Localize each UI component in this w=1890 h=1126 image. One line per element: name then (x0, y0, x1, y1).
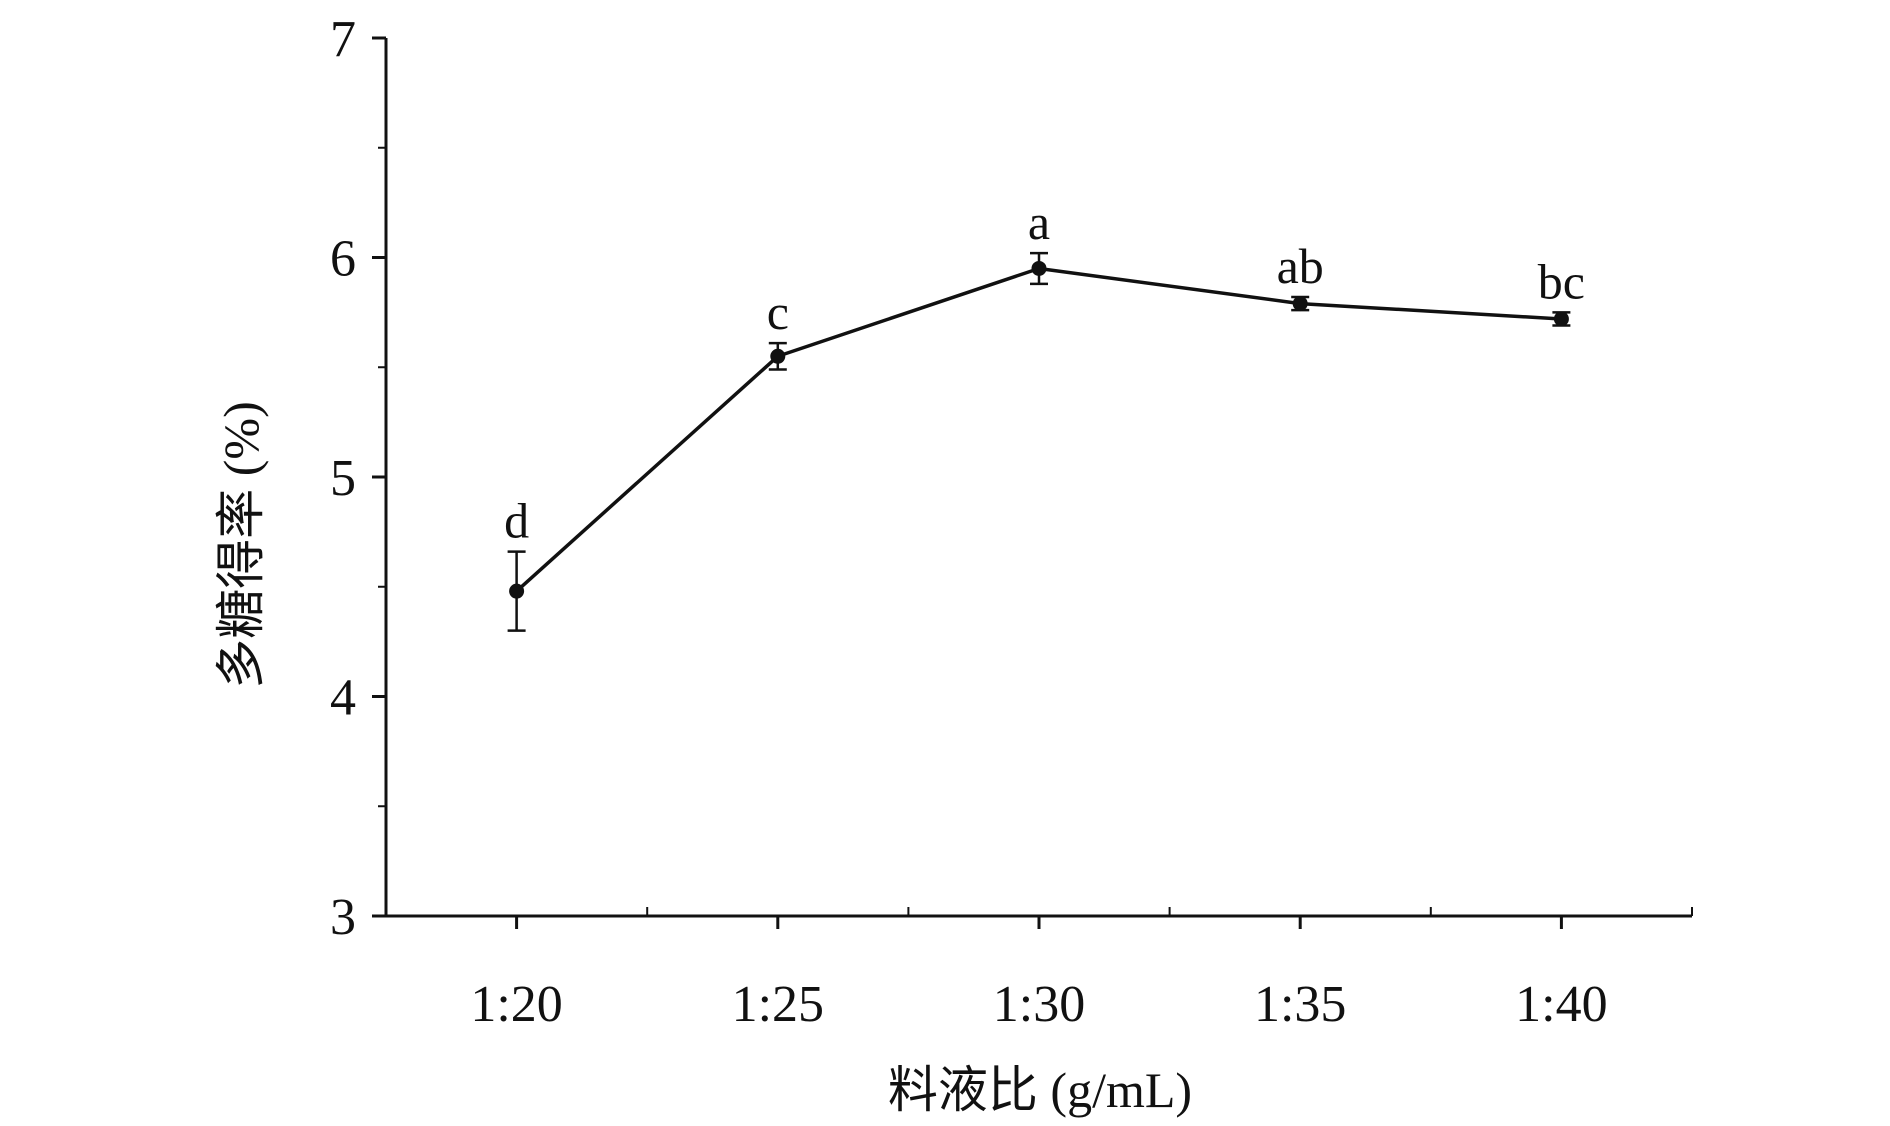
y-tick-label: 5 (330, 450, 356, 507)
significance-label: d (504, 493, 529, 549)
significance-label: c (767, 284, 789, 340)
y-tick-label: 6 (330, 231, 356, 288)
y-tick-label: 7 (330, 11, 356, 68)
data-point (509, 583, 525, 599)
x-axis-title: 料液比 (g/mL) (888, 1062, 1192, 1118)
axes (384, 38, 1692, 918)
tick-marks (372, 36, 1693, 929)
x-tick-label: 1:30 (993, 976, 1085, 1033)
significance-label: bc (1538, 253, 1585, 309)
data-point (1031, 260, 1047, 276)
y-tick-label: 4 (330, 670, 356, 727)
x-tick-label: 1:40 (1515, 976, 1607, 1033)
x-tick-label: 1:35 (1254, 976, 1346, 1033)
tick-labels: 3 4 5 6 7 1:20 1:25 1:30 1:35 1:40 (330, 11, 1608, 1033)
x-tick-label: 1:20 (470, 976, 562, 1033)
y-tick-label: 3 (330, 889, 356, 946)
y-axis-title: 多糖得率 (%) (213, 401, 269, 688)
data-labels: d c a ab bc (504, 194, 1585, 549)
x-tick-label: 1:25 (732, 976, 824, 1033)
series-line (515, 266, 1562, 593)
data-point (1292, 296, 1308, 312)
data-point (770, 348, 786, 364)
series (507, 251, 1571, 632)
significance-label: ab (1277, 238, 1324, 294)
significance-label: a (1028, 194, 1050, 250)
data-point (1553, 311, 1569, 327)
